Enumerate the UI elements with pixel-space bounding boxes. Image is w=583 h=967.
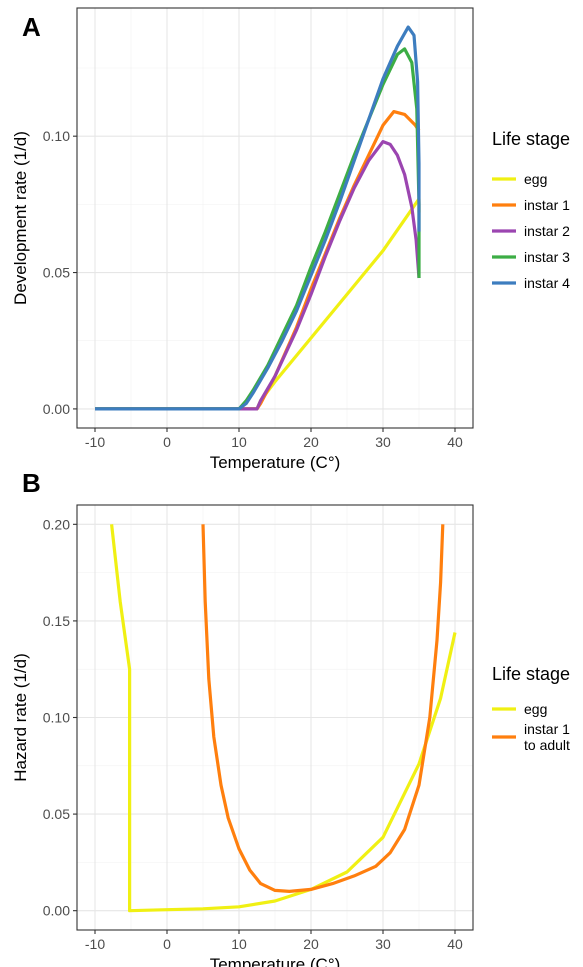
y-tick-label: 0.00 (43, 903, 70, 919)
legend-label-instar-4: instar 4 (524, 275, 570, 291)
x-tick-label: 40 (447, 936, 463, 952)
x-tick-label: 20 (303, 434, 319, 450)
x-tick-label: 30 (375, 434, 391, 450)
legend-title: Life stage (492, 664, 570, 684)
x-tick-label: 0 (163, 936, 171, 952)
legend-label-egg: egg (524, 171, 547, 187)
y-axis-title: Hazard rate (1/d) (11, 653, 30, 782)
x-axis-title: Temperature (C°) (210, 955, 341, 967)
panel-b: -10 0 10 20 30 40 0.00 0.05 0.10 0.15 0.20 Temperat… (11, 468, 570, 967)
series-line-egg (110, 524, 457, 913)
panel-label: B (22, 468, 41, 498)
y-tick-label: 0.10 (43, 128, 70, 144)
legend-label-instar-2: instar 2 (524, 223, 570, 239)
y-tick-label: 0.00 (43, 401, 70, 417)
x-tick-label: 10 (231, 434, 247, 450)
y-tick-label: 0.15 (43, 613, 70, 629)
legend-title: Life stage (492, 129, 570, 149)
y-axis-title: Development rate (1/d) (11, 131, 30, 305)
legend-label-egg: egg (524, 701, 547, 717)
legend-label-instar-1: instar 1 (524, 197, 570, 213)
x-axis-title: Temperature (C°) (210, 453, 341, 472)
series-line-instar-2 (95, 140, 421, 411)
x-tick-label: 0 (163, 434, 171, 450)
x-tick-label: -10 (85, 434, 105, 450)
panel-border (76, 7, 474, 429)
y-tick-label: 0.20 (43, 516, 70, 532)
x-tick-label: 20 (303, 936, 319, 952)
series-line-instar-4 (95, 25, 421, 411)
y-tick-label: 0.05 (43, 806, 70, 822)
x-tick-label: -10 (85, 936, 105, 952)
y-tick-label: 0.10 (43, 710, 70, 726)
panel-a: -10 0 10 20 30 40 0.00 0.05 0.10 Temperature (C°)… (11, 7, 570, 472)
panel-label: A (22, 12, 41, 42)
x-tick-label: 40 (447, 434, 463, 450)
legend-label-instar-3: instar 3 (524, 249, 570, 265)
x-tick-label: 30 (375, 936, 391, 952)
y-tick-label: 0.05 (43, 265, 70, 281)
legend-label-instar-1-to-adult: instar 1 to adult (524, 721, 570, 753)
series-line-instar-1-to-adult (201, 524, 445, 893)
x-tick-label: 10 (231, 936, 247, 952)
